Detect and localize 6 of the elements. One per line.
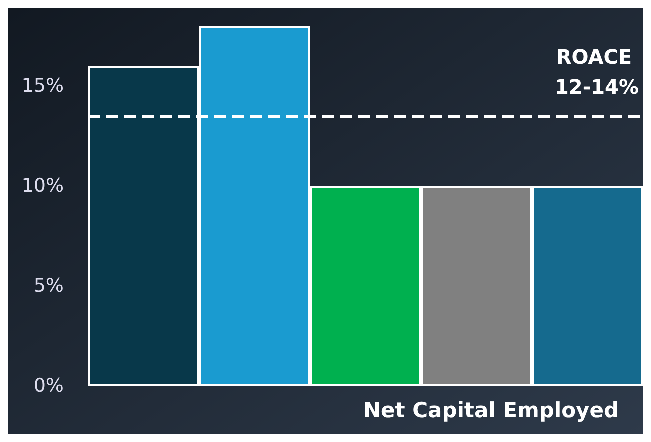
ref-line-label: ROACE 12-14% (554, 45, 639, 99)
y-tick-label: 10% (22, 175, 64, 197)
y-tick-label: 5% (34, 275, 64, 297)
y-tick-label: 15% (22, 75, 64, 97)
y-tick-label: 0% (34, 375, 64, 397)
x-axis-title: Net Capital Employed (363, 398, 619, 422)
